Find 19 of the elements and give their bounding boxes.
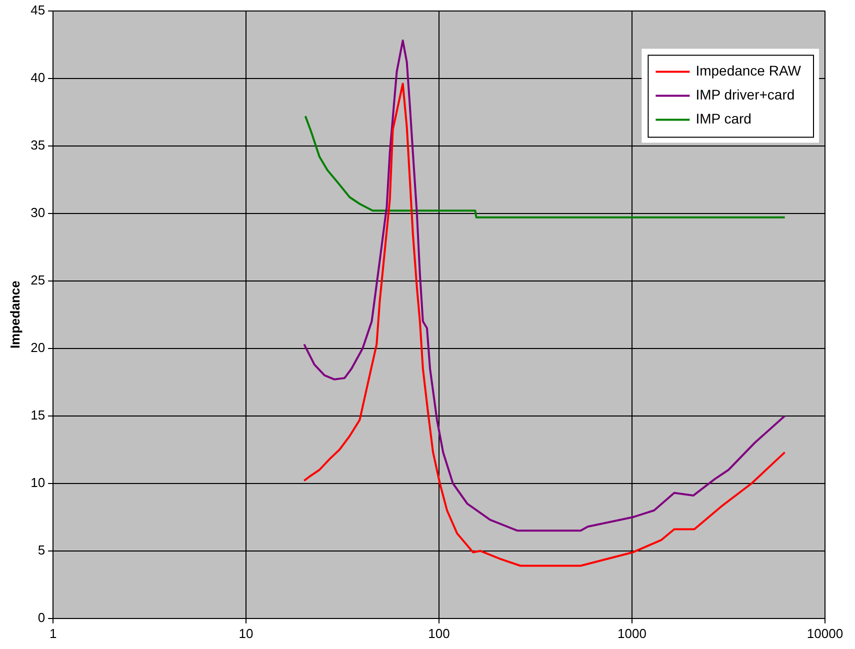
x-tick-label: 1000 bbox=[618, 626, 646, 641]
y-tick-label: 20 bbox=[30, 340, 46, 355]
y-tick-label: 0 bbox=[38, 610, 46, 625]
y-tick-label: 30 bbox=[30, 204, 46, 220]
legend-label: IMP card bbox=[696, 110, 752, 127]
x-tick-label: 10000 bbox=[806, 626, 844, 641]
x-tick-label: 100 bbox=[428, 626, 450, 641]
y-tick-label: 40 bbox=[30, 70, 46, 85]
y-axis-title: Impedance bbox=[7, 280, 22, 349]
y-tick-label: 10 bbox=[30, 474, 46, 490]
x-tick-label: 10 bbox=[238, 626, 254, 641]
y-tick-label: 25 bbox=[30, 272, 46, 288]
legend-label: Impedance RAW bbox=[696, 62, 802, 79]
y-tick-label: 45 bbox=[30, 2, 46, 18]
y-tick-label: 35 bbox=[30, 137, 46, 152]
x-tick-label: 1 bbox=[49, 626, 57, 641]
y-tick-label: 15 bbox=[30, 407, 46, 422]
y-tick-label: 5 bbox=[38, 542, 46, 558]
legend-label: IMP driver+card bbox=[696, 86, 795, 103]
